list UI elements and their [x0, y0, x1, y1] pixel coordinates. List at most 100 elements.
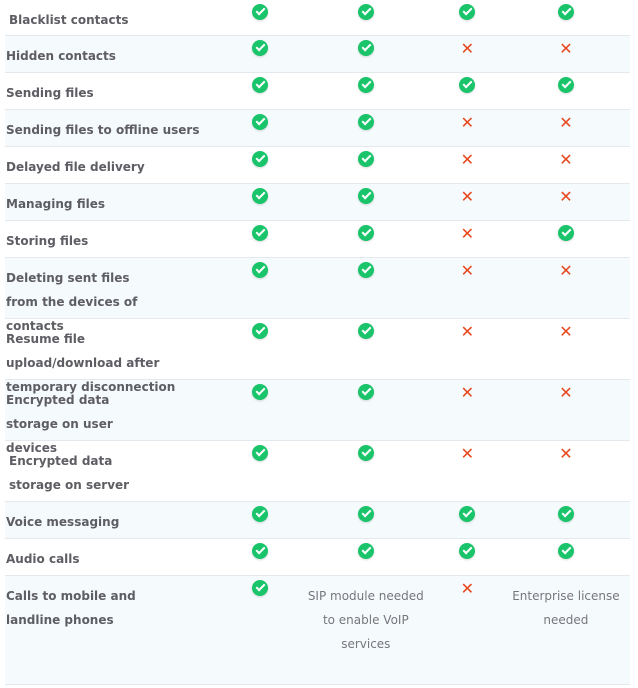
plan-cell — [222, 221, 299, 257]
check-icon — [252, 225, 269, 241]
feature-text: Deleting sent files from the devices of … — [6, 271, 138, 333]
plan-cell: ✕ — [433, 441, 502, 501]
plan-cell — [222, 380, 299, 440]
table-row: Encrypted data storage on server ✕ ✕ — [5, 441, 630, 502]
plan-cell — [299, 184, 433, 220]
check-icon — [357, 225, 374, 241]
cross-icon: ✕ — [460, 322, 475, 341]
check-icon — [357, 77, 374, 93]
feature-text: Hidden contacts — [6, 49, 116, 63]
table-row: Hidden contacts ✕ ✕ — [5, 36, 630, 73]
plan-cell: ✕ — [433, 319, 502, 379]
plan-cell — [299, 380, 433, 440]
plan-cell — [299, 73, 433, 109]
table-row: Deleting sent files from the devices of … — [5, 258, 630, 333]
cross-icon: ✕ — [559, 383, 573, 402]
plan-cell — [222, 319, 299, 379]
plan-cell: Enterprise license needed — [502, 576, 630, 684]
feature-comparison-table: Blacklist contacts Hidden contacts ✕ ✕ Sendi… — [5, 0, 630, 685]
plan-cell — [299, 221, 433, 257]
plan-cell — [299, 258, 433, 318]
plan-cell — [502, 502, 630, 538]
check-icon — [252, 262, 269, 278]
table-row: Voice messaging — [5, 502, 630, 539]
cross-icon: ✕ — [559, 187, 573, 206]
table-row: Delayed file delivery ✕ ✕ — [5, 147, 630, 184]
feature-text: Storing files — [6, 234, 89, 248]
check-icon — [357, 114, 374, 130]
table-row: Sending files — [5, 73, 630, 110]
check-icon — [357, 445, 374, 461]
check-icon — [252, 580, 269, 596]
table-row: Calls to mobile and landline phones SIP m… — [5, 576, 630, 685]
check-icon — [357, 384, 374, 400]
check-icon — [252, 188, 269, 204]
cross-icon: ✕ — [460, 150, 475, 169]
feature-label: Storing files — [5, 221, 222, 257]
check-icon — [557, 77, 574, 93]
plan-cell — [222, 576, 299, 684]
feature-label: Audio calls — [5, 539, 222, 575]
check-icon — [357, 262, 374, 278]
plan-cell: ✕ — [502, 184, 630, 220]
cross-icon: ✕ — [559, 322, 573, 341]
plan-cell: ✕ — [433, 147, 502, 183]
plan-cell — [502, 73, 630, 109]
plan-cell — [222, 73, 299, 109]
feature-label: Calls to mobile and landline phones — [5, 576, 222, 684]
table-row: Resume file upload/download after tempor… — [5, 319, 630, 394]
plan-cell: ✕ — [433, 36, 502, 72]
check-icon — [459, 543, 476, 559]
feature-text: Calls to mobile and landline phones — [6, 589, 136, 627]
feature-label: Voice messaging — [5, 502, 222, 538]
check-icon — [252, 151, 269, 167]
cross-icon: ✕ — [460, 444, 475, 463]
cross-icon: ✕ — [559, 39, 573, 58]
plan-cell — [222, 36, 299, 72]
plan-cell — [222, 258, 299, 318]
plan-cell — [299, 110, 433, 146]
plan-cell: SIP module needed to enable VoIP service… — [299, 576, 433, 684]
check-icon — [252, 543, 269, 559]
check-icon — [459, 77, 476, 93]
check-icon — [357, 151, 374, 167]
check-icon — [357, 4, 374, 20]
check-icon — [357, 188, 374, 204]
plan-cell: ✕ — [502, 110, 630, 146]
cross-icon: ✕ — [559, 261, 573, 280]
check-icon — [557, 506, 574, 522]
table-row: Storing files ✕ — [5, 221, 630, 258]
table-row: Audio calls — [5, 539, 630, 576]
feature-text: Audio calls — [6, 552, 80, 566]
plan-cell — [299, 0, 433, 35]
plan-cell — [299, 319, 433, 379]
table-row: Blacklist contacts — [5, 0, 630, 36]
cross-icon: ✕ — [559, 113, 573, 132]
plan-cell — [502, 539, 630, 575]
check-icon — [252, 506, 269, 522]
plan-cell: ✕ — [433, 221, 502, 257]
check-icon — [252, 114, 269, 130]
plan-cell: ✕ — [433, 576, 502, 684]
plan-cell — [299, 147, 433, 183]
plan-cell — [502, 0, 630, 35]
plan-cell — [299, 502, 433, 538]
check-icon — [357, 40, 374, 56]
feature-text: Blacklist contacts — [9, 13, 129, 27]
plan-cell — [222, 110, 299, 146]
check-icon — [557, 543, 574, 559]
cross-icon: ✕ — [559, 150, 573, 169]
check-icon — [357, 506, 374, 522]
check-icon — [252, 40, 269, 56]
feature-label: Deleting sent files from the devices of … — [5, 258, 222, 333]
plan-cell — [222, 147, 299, 183]
plan-cell — [433, 73, 502, 109]
feature-label: Resume file upload/download after tempor… — [5, 319, 222, 394]
check-icon — [557, 225, 574, 241]
plan-cell — [222, 441, 299, 501]
plan-note: Enterprise license needed — [512, 589, 620, 627]
table-row: Sending files to offline users ✕ ✕ — [5, 110, 630, 147]
check-icon — [459, 506, 476, 522]
feature-text: Encrypted data storage on server — [9, 454, 130, 492]
plan-cell — [299, 36, 433, 72]
